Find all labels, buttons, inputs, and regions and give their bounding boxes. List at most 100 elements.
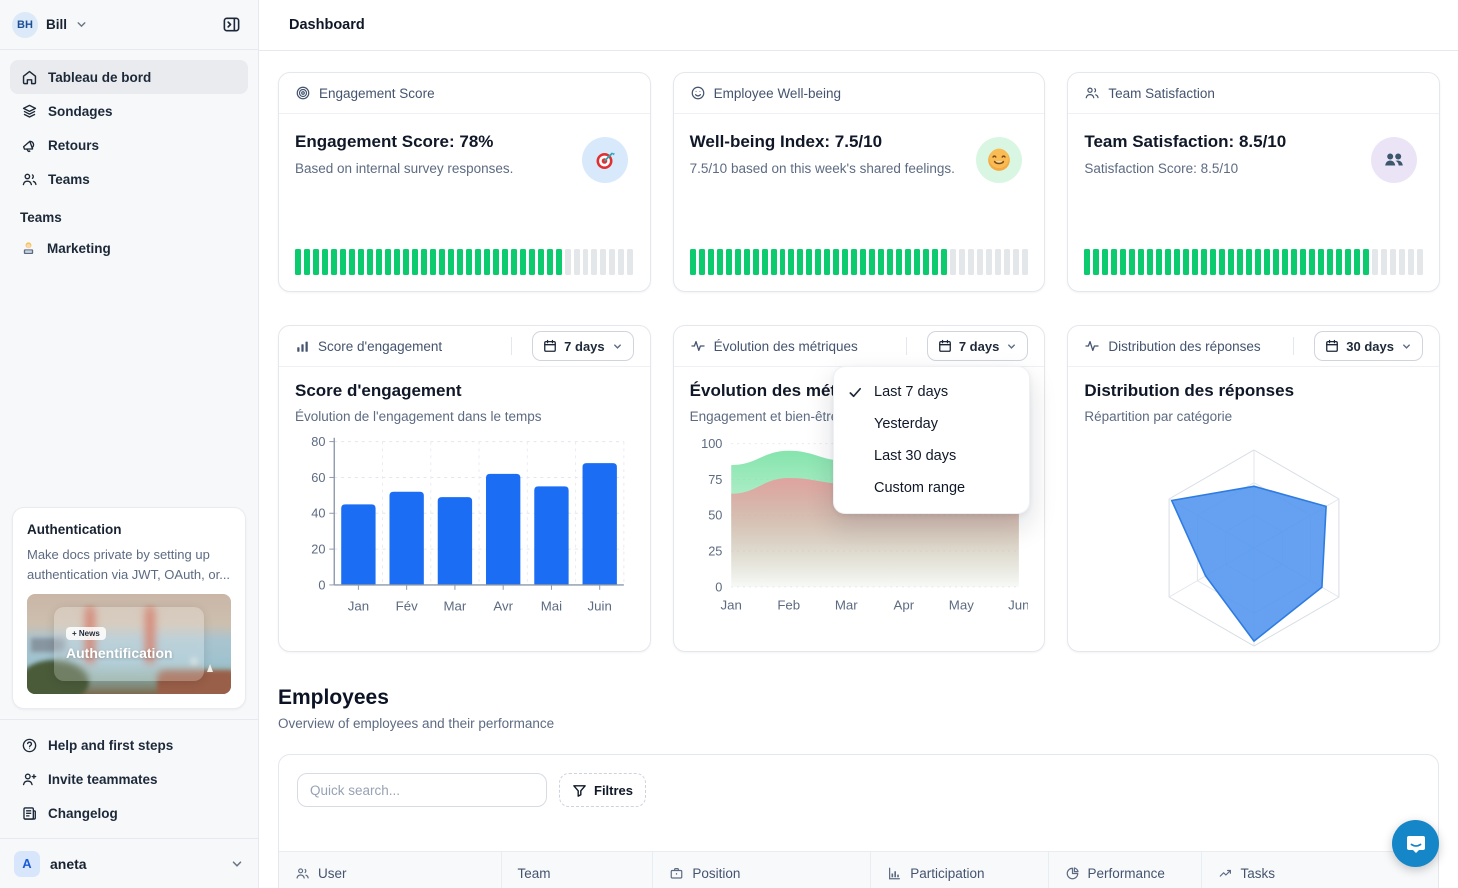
chat-bubble-icon bbox=[1404, 832, 1428, 856]
column-label: Participation bbox=[910, 866, 985, 881]
chevron-down-icon[interactable] bbox=[75, 18, 88, 31]
column-header-tasks[interactable]: Tasks bbox=[1202, 852, 1438, 888]
engagement-bar-chart: 0 20 40 60 80 Jan Fév Mar Avr Mai Juin bbox=[295, 428, 634, 628]
activity-icon bbox=[690, 338, 706, 354]
bar-chart-icon bbox=[887, 866, 902, 881]
card-header-label: Team Satisfaction bbox=[1108, 85, 1215, 101]
menu-item-label: Yesterday bbox=[874, 416, 938, 432]
footer-item-label: Changelog bbox=[48, 805, 118, 821]
date-range-dropdown: Last 7 days Yesterday Last 30 days Custo… bbox=[833, 366, 1030, 514]
sidebar: BH Bill Tableau de bord Sondages bbox=[0, 0, 259, 888]
responses-radar-chart bbox=[1084, 428, 1423, 651]
svg-text:Jan: Jan bbox=[348, 598, 369, 613]
column-header-position[interactable]: Position bbox=[653, 852, 872, 888]
card-header-label: Employee Well-being bbox=[713, 85, 841, 101]
range-label: 30 days bbox=[1346, 338, 1394, 354]
target-emoji-icon bbox=[581, 137, 628, 183]
chart-title: Score d'engagement bbox=[295, 381, 462, 400]
menu-item-yesterday[interactable]: Yesterday bbox=[834, 408, 1029, 440]
wellbeing-card: Employee Well-being Well-being Index: 7.… bbox=[672, 72, 1046, 292]
employees-title: Employees bbox=[278, 686, 389, 709]
range-label: 7 days bbox=[958, 338, 1000, 354]
megaphone-icon bbox=[20, 137, 38, 154]
column-header-team[interactable]: Team bbox=[502, 852, 654, 888]
sidebar-item-feedback[interactable]: Retours bbox=[10, 128, 248, 162]
range-select-button[interactable]: 7 days bbox=[926, 331, 1029, 361]
svg-text:20: 20 bbox=[311, 542, 325, 557]
svg-text:Mar: Mar bbox=[835, 597, 858, 612]
svg-text:80: 80 bbox=[311, 434, 325, 449]
column-label: Position bbox=[692, 866, 741, 881]
menu-item-label: Last 30 days bbox=[874, 448, 957, 464]
svg-text:75: 75 bbox=[708, 472, 722, 487]
menu-item-last-7-days[interactable]: Last 7 days bbox=[834, 376, 1029, 408]
svg-text:Jun: Jun bbox=[1008, 597, 1029, 612]
sidebar-collapse-button[interactable] bbox=[216, 10, 246, 40]
column-header-user[interactable]: User bbox=[279, 852, 502, 888]
sidebar-item-help[interactable]: Help and first steps bbox=[10, 728, 248, 762]
svg-text:Mar: Mar bbox=[444, 598, 467, 613]
sidebar-footer: Help and first steps Invite teammates Ch… bbox=[0, 719, 258, 838]
svg-text:0: 0 bbox=[318, 577, 325, 592]
people-icon bbox=[1084, 85, 1100, 101]
svg-text:60: 60 bbox=[311, 470, 325, 485]
search-input[interactable] bbox=[297, 773, 547, 807]
chart-title: Distribution des réponses bbox=[1084, 381, 1295, 400]
sidebar-item-surveys[interactable]: Sondages bbox=[10, 94, 248, 128]
employees-table-card: Filtres User Team Position Participation bbox=[278, 754, 1439, 888]
sidebar-item-marketing[interactable]: Marketing bbox=[0, 231, 258, 265]
calendar-icon bbox=[1325, 339, 1339, 353]
column-header-performance[interactable]: Performance bbox=[1049, 852, 1202, 888]
dashboard-content: Engagement Score Engagement Score: 78% B… bbox=[259, 51, 1458, 888]
workspace-avatar: A bbox=[14, 850, 40, 877]
metric-subtitle: 7.5/10 based on this week's shared feeli… bbox=[689, 161, 955, 176]
menu-item-last-30-days[interactable]: Last 30 days bbox=[834, 440, 1029, 472]
svg-text:Juin: Juin bbox=[588, 598, 612, 613]
sidebar-item-changelog[interactable]: Changelog bbox=[10, 796, 248, 830]
sidebar-item-label: Tableau de bord bbox=[48, 69, 152, 85]
workspace-switcher[interactable]: A aneta bbox=[0, 838, 258, 888]
menu-item-custom-range[interactable]: Custom range bbox=[834, 472, 1029, 504]
metric-subtitle: Satisfaction Score: 8.5/10 bbox=[1084, 161, 1239, 176]
card-header: Distribution des réponses 30 days bbox=[1068, 326, 1439, 367]
user-avatar[interactable]: BH bbox=[12, 11, 38, 38]
sidebar-item-dashboard[interactable]: Tableau de bord bbox=[10, 60, 248, 94]
engagement-progress-bar bbox=[295, 249, 634, 275]
svg-text:Avr: Avr bbox=[493, 598, 513, 613]
layers-icon bbox=[20, 103, 38, 120]
sidebar-item-teams[interactable]: Teams bbox=[10, 162, 248, 196]
filters-button[interactable]: Filtres bbox=[559, 773, 647, 807]
chart-subtitle: Engagement et bien-être bbox=[689, 409, 839, 424]
range-select-button[interactable]: 30 days bbox=[1314, 331, 1423, 361]
user-name[interactable]: Bill bbox=[46, 17, 68, 32]
column-header-participation[interactable]: Participation bbox=[871, 852, 1049, 888]
changelog-icon bbox=[20, 805, 38, 822]
chart-subtitle: Évolution de l'engagement dans le temps bbox=[295, 409, 542, 424]
column-label: Tasks bbox=[1240, 866, 1276, 881]
svg-text:100: 100 bbox=[701, 436, 722, 451]
engagement-chart-card: Score d'engagement 7 days Score d'engage… bbox=[278, 325, 651, 652]
activity-icon bbox=[1084, 338, 1100, 354]
smiling-face-emoji-icon bbox=[976, 137, 1023, 183]
card-header-label: Engagement Score bbox=[319, 85, 435, 101]
range-select-button[interactable]: 7 days bbox=[532, 331, 634, 361]
satisfaction-progress-bar bbox=[1084, 249, 1423, 275]
chat-widget-button[interactable] bbox=[1392, 820, 1439, 867]
sidebar-item-invite[interactable]: Invite teammates bbox=[10, 762, 248, 796]
range-label: 7 days bbox=[564, 338, 605, 354]
promo-image: + News Authentification bbox=[27, 594, 231, 694]
authentication-promo-card[interactable]: Authentication Make docs private by sett… bbox=[12, 507, 246, 709]
svg-text:Apr: Apr bbox=[893, 597, 914, 612]
card-header: Évolution des métriques 7 days bbox=[673, 326, 1045, 367]
pie-chart-icon bbox=[1065, 866, 1080, 881]
card-header: Engagement Score bbox=[279, 73, 650, 114]
menu-item-label: Last 7 days bbox=[874, 384, 949, 400]
topbar: Dashboard bbox=[259, 0, 1458, 51]
calendar-icon bbox=[938, 339, 952, 353]
promo-body: Make docs private by setting up authenti… bbox=[27, 547, 231, 582]
svg-text:50: 50 bbox=[708, 508, 722, 523]
sidebar-item-label: Sondages bbox=[48, 103, 113, 119]
page-title: Dashboard bbox=[289, 17, 365, 33]
busts-emoji-icon bbox=[1370, 137, 1417, 183]
chart-subtitle: Répartition par catégorie bbox=[1084, 409, 1233, 424]
